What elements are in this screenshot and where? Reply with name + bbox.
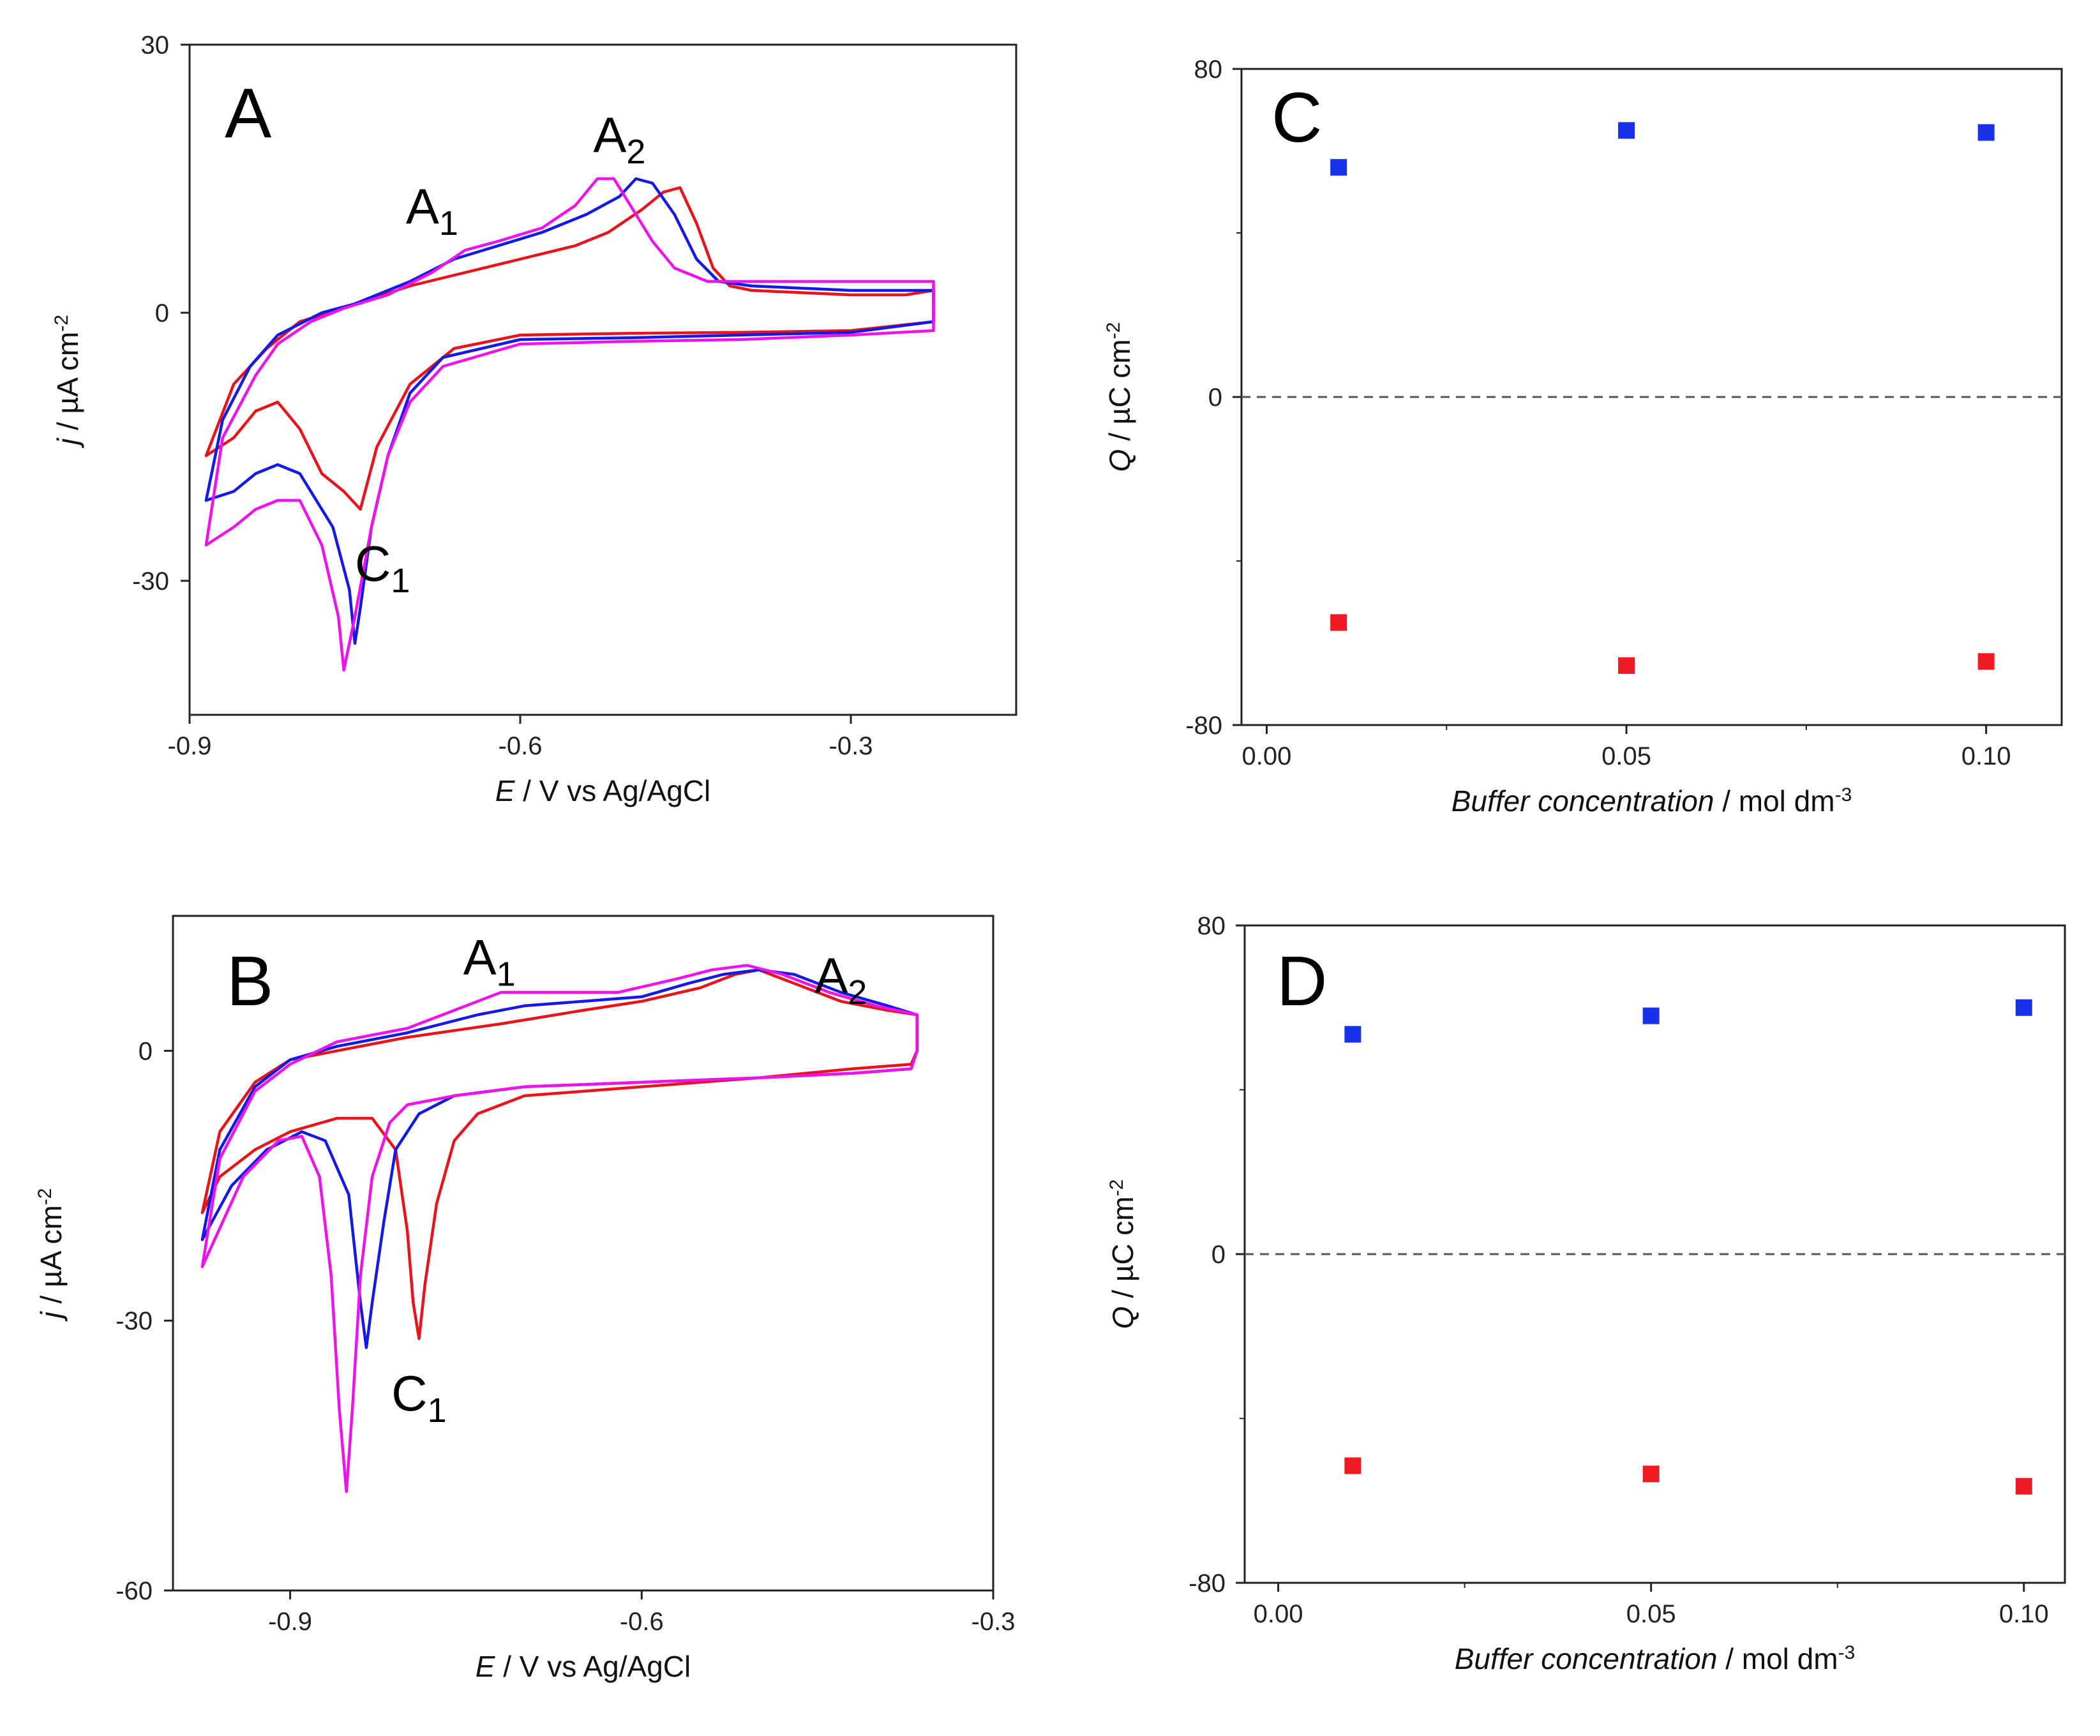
x-tick-label: 0.10 xyxy=(1961,742,2011,770)
y-axis-label: j / µA cm-2 xyxy=(34,1188,68,1322)
data-point-anodic xyxy=(1642,1007,1660,1024)
y-axis-label: Q / µC cm-2 xyxy=(1106,1179,1140,1329)
data-point-anodic xyxy=(1618,122,1635,139)
panel-c-charge-vs-buffer: 0.00 0.05 0.10 -80 0 80 Buffer concentration /… xyxy=(1103,56,2063,818)
x-tick-label: -0.3 xyxy=(971,1608,1016,1636)
peak-label-a2: A2 xyxy=(593,107,645,171)
x-tick-label: 0.05 xyxy=(1626,1600,1676,1628)
y-tick-label: -80 xyxy=(1185,712,1222,740)
y-tick-label: 80 xyxy=(1197,912,1226,940)
peak-label-c1: C1 xyxy=(391,1365,446,1430)
x-tick-label: 0.05 xyxy=(1601,742,1651,770)
panel-b-cyclic-voltammogram: -0.9 -0.6 -0.3 -60 -30 0 E / V vs Ag/AgCl j / µ… xyxy=(34,915,1016,1683)
data-point-anodic xyxy=(1344,1026,1361,1043)
data-point-cathodic xyxy=(1618,657,1635,674)
x-tick-label: 0.00 xyxy=(1242,742,1292,770)
data-point-cathodic xyxy=(1330,614,1347,631)
x-tick-label: 0.10 xyxy=(1999,1600,2049,1628)
cv-curve-blue xyxy=(204,177,935,645)
y-tick-label: -30 xyxy=(132,567,169,595)
cv-curve-blue xyxy=(200,968,919,1349)
y-tick-label: 0 xyxy=(1211,1241,1226,1269)
x-axis-label: E / V vs Ag/AgCl xyxy=(476,1650,691,1683)
y-axis-label: j / µA cm-2 xyxy=(51,315,85,449)
y-tick-label: 30 xyxy=(141,31,170,59)
data-point-cathodic xyxy=(1642,1465,1660,1483)
panel-a-cyclic-voltammogram: -0.9 -0.6 -0.3 -30 0 30 E / V vs Ag/AgCl j / µA… xyxy=(51,31,1017,807)
cv-curve-magenta xyxy=(200,964,919,1493)
data-point-anodic xyxy=(2015,999,2032,1016)
peak-label-a1: A1 xyxy=(463,929,516,994)
y-tick-label: -80 xyxy=(1189,1569,1226,1598)
peak-label-c1: C1 xyxy=(355,535,410,600)
cv-curve-magenta xyxy=(204,177,935,672)
x-tick-label: -0.9 xyxy=(168,732,212,760)
peak-label-a1: A1 xyxy=(406,178,458,243)
data-point-anodic xyxy=(1977,124,1995,141)
panel-label: B xyxy=(227,942,273,1021)
cv-curve-red xyxy=(200,968,919,1340)
data-point-cathodic xyxy=(2015,1478,2032,1495)
x-axis-label: E / V vs Ag/AgCl xyxy=(495,774,710,807)
panel-d-charge-vs-buffer: 0.00 0.05 0.10 -80 0 80 Buffer concentration /… xyxy=(1106,912,2066,1675)
x-tick-label: -0.6 xyxy=(499,732,543,760)
x-axis-label: Buffer concentration / mol dm-3 xyxy=(1451,784,1852,818)
data-point-cathodic xyxy=(1977,653,1995,670)
x-tick-label: -0.3 xyxy=(829,732,873,760)
panel-label: A xyxy=(225,74,272,153)
x-tick-label: -0.9 xyxy=(268,1608,312,1636)
x-tick-label: 0.00 xyxy=(1254,1600,1303,1628)
data-point-cathodic xyxy=(1344,1457,1361,1474)
x-axis-label: Buffer concentration / mol dm-3 xyxy=(1455,1642,1856,1676)
plot-frame xyxy=(172,915,994,1592)
y-tick-label: -30 xyxy=(116,1307,153,1335)
y-tick-label: 0 xyxy=(139,1037,153,1065)
panel-label: D xyxy=(1277,942,1327,1021)
y-axis-label: Q / µC cm-2 xyxy=(1103,322,1137,472)
peak-label-a2: A2 xyxy=(814,947,867,1012)
panel-label: C xyxy=(1271,79,1322,157)
data-point-anodic xyxy=(1330,159,1347,176)
y-tick-label: 0 xyxy=(1208,384,1222,412)
x-tick-label: -0.6 xyxy=(620,1608,664,1636)
y-tick-label: 80 xyxy=(1194,56,1223,84)
y-tick-label: -60 xyxy=(116,1577,153,1605)
cv-curve-red xyxy=(204,186,935,511)
plot-frame xyxy=(188,43,1017,716)
y-tick-label: 0 xyxy=(155,299,169,327)
